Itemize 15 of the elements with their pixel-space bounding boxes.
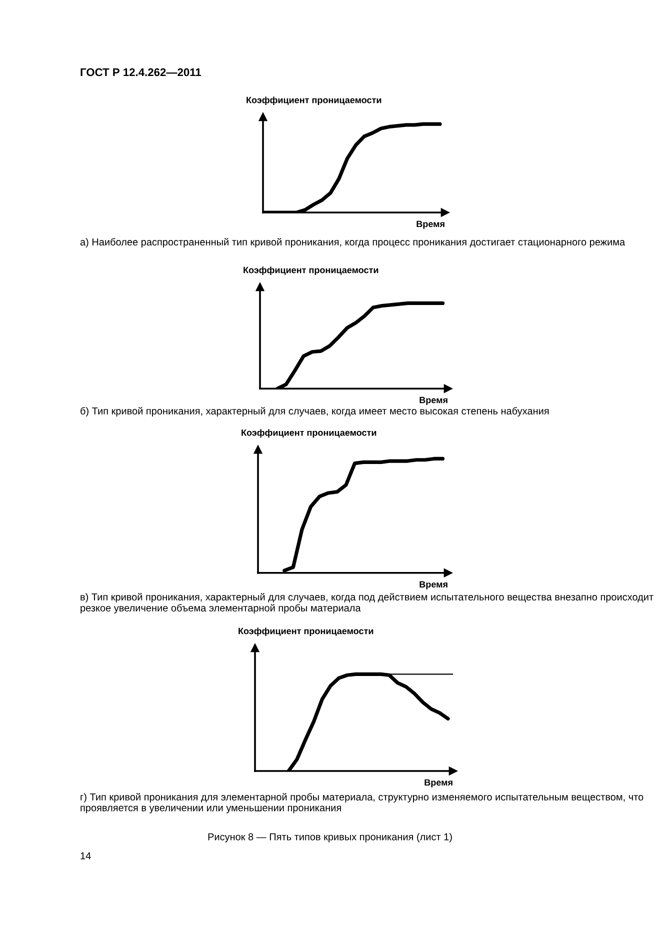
x-axis-title: Время bbox=[424, 779, 452, 788]
text: а) Наиболее распространенный тип кривой проникания, когда процесс проникания достигает стационарного режима bbox=[80, 238, 626, 248]
y-axis-title: Коэффициент проницаемости bbox=[238, 628, 374, 636]
text: 14 bbox=[80, 852, 91, 860]
text: Рисунок 8 — Пять типов кривых проникания (лист 1) bbox=[208, 833, 452, 842]
y-axis-title: Коэффициент проницаемости bbox=[244, 266, 378, 275]
text: в) Тип кривой проникания, характерный для случаев, когда под действием испытательного вещества внезапно происходит резкое увеличение объема элементарной пробы материала bbox=[80, 593, 654, 614]
x-axis-title: Время bbox=[420, 581, 448, 590]
x-axis-title: Время bbox=[416, 220, 444, 229]
y-axis-title: Коэффициент проницаемости bbox=[242, 429, 376, 438]
x-axis-title: Время bbox=[420, 396, 448, 406]
text: г) Тип кривой проникания для элементарной пробы материала, структурно изменяемого испытательным веществом, что проявляется в увеличении или уменьшении проникания bbox=[80, 793, 644, 814]
text: б) Тип кривой проникания, характерный для случаев, когда имеет место высокая степень набухания bbox=[80, 407, 549, 416]
text: ГОСТ Р 12.4.262—2011 bbox=[80, 68, 202, 76]
y-axis-title: Коэффициент проницаемости bbox=[246, 96, 382, 105]
